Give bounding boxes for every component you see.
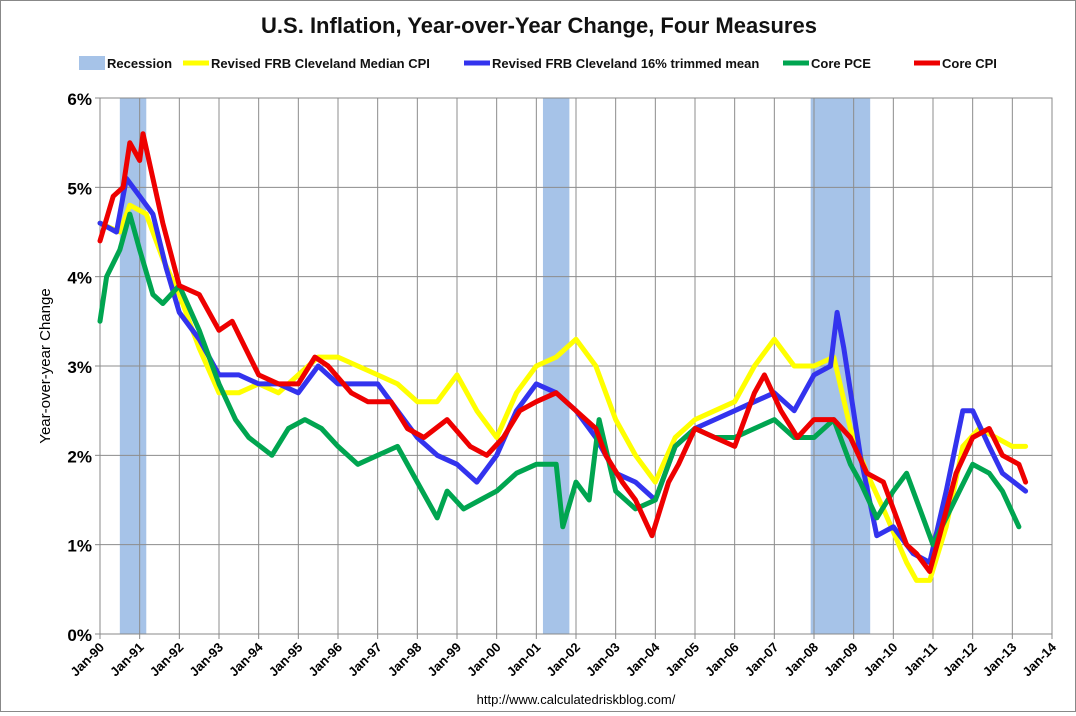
y-tick-label: 5%	[67, 179, 92, 198]
x-tick-label: Jan-05	[662, 640, 702, 680]
x-tick-label: Jan-13	[980, 640, 1020, 680]
x-tick-label: Jan-99	[424, 640, 464, 680]
y-tick-label: 6%	[67, 90, 92, 109]
y-tick-label: 4%	[67, 269, 92, 288]
chart-title: U.S. Inflation, Year-over-Year Change, F…	[261, 13, 817, 38]
legend-label: Revised FRB Cleveland 16% trimmed mean	[492, 56, 759, 71]
legend-swatch	[79, 56, 105, 70]
x-tick-label: Jan-14	[1019, 639, 1059, 679]
y-tick-label: 0%	[67, 626, 92, 645]
x-tick-label: Jan-09	[821, 640, 861, 680]
y-tick-label: 3%	[67, 358, 92, 377]
legend-label: Revised FRB Cleveland Median CPI	[211, 56, 430, 71]
legend-label: Recession	[107, 56, 172, 71]
x-tick-label: Jan-07	[742, 640, 782, 680]
x-tick-label: Jan-02	[543, 640, 583, 680]
y-axis-label: Year-over-year Change	[37, 288, 54, 443]
x-tick-label: Jan-91	[107, 640, 147, 680]
y-tick-label: 2%	[67, 447, 92, 466]
x-tick-label: Jan-04	[623, 639, 663, 679]
legend-label: Core PCE	[811, 56, 871, 71]
y-tick-label: 1%	[67, 537, 92, 556]
x-tick-label: Jan-03	[583, 640, 623, 680]
legend-label: Core CPI	[942, 56, 997, 71]
x-tick-label: Jan-08	[781, 640, 821, 680]
plot-area: 0%1%2%3%4%5%6%Jan-90 Jan-91 Jan-92 Jan-93 Ja…	[67, 90, 1059, 679]
x-tick-label: Jan-92	[147, 640, 187, 680]
x-tick-label: Jan-93	[186, 640, 226, 680]
x-tick-label: Jan-98	[385, 640, 425, 680]
series-line-core-pce	[97, 211, 1022, 548]
x-tick-label: Jan-97	[345, 640, 385, 680]
plot-border	[99, 97, 1053, 635]
series-line-revised-frb-cleveland-median-cpi	[97, 202, 1029, 583]
x-tick-label: Jan-94	[226, 639, 266, 679]
x-tick-label: Jan-06	[702, 640, 742, 680]
x-tick-label: Jan-10	[861, 640, 901, 680]
x-tick-label: Jan-96	[305, 640, 345, 680]
x-tick-label: Jan-00	[464, 640, 504, 680]
legend: Recession Revised FRB Cleveland Median CP…	[79, 56, 997, 71]
x-tick-label: Jan-95	[266, 640, 306, 680]
x-tick-label: Jan-01	[504, 640, 544, 680]
source-url: http://www.calculatedriskblog.com/	[477, 692, 676, 707]
series-line-core-cpi	[97, 131, 1029, 574]
x-tick-label: Jan-11	[901, 640, 940, 679]
x-tick-label: Jan-90	[67, 640, 107, 680]
x-tick-label: Jan-12	[940, 640, 980, 680]
